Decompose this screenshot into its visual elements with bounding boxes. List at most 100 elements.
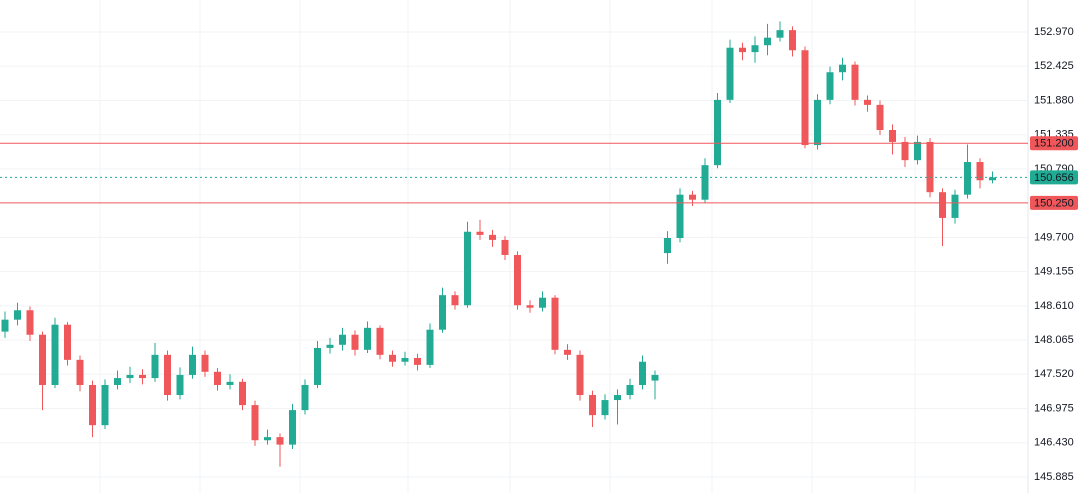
candle-body bbox=[676, 194, 684, 239]
candle bbox=[689, 190, 696, 206]
candle bbox=[364, 321, 371, 353]
y-tick-label: 149.700 bbox=[1034, 231, 1074, 243]
candle-body bbox=[901, 141, 909, 161]
candle-body bbox=[626, 384, 634, 396]
candle bbox=[89, 380, 96, 438]
candle bbox=[226, 374, 234, 390]
candle bbox=[926, 138, 934, 198]
y-tick-label: 147.520 bbox=[1034, 368, 1074, 380]
y-tick-label: 146.430 bbox=[1034, 437, 1074, 449]
candle-body bbox=[126, 374, 134, 379]
candle-body bbox=[639, 361, 646, 385]
candle bbox=[26, 306, 34, 342]
y-tick-label: 152.970 bbox=[1034, 26, 1074, 38]
candle bbox=[714, 92, 721, 169]
candle-body bbox=[514, 254, 521, 306]
candle bbox=[476, 219, 484, 240]
candle bbox=[576, 350, 584, 401]
candle-body bbox=[839, 64, 846, 73]
candle bbox=[801, 46, 809, 149]
candle-body bbox=[876, 104, 884, 131]
candle bbox=[776, 21, 784, 42]
candle bbox=[514, 251, 521, 310]
candle-body bbox=[14, 310, 21, 320]
candle bbox=[614, 389, 621, 425]
candle bbox=[301, 379, 309, 415]
candle-body bbox=[139, 374, 146, 379]
candle bbox=[176, 367, 184, 400]
candle-body bbox=[789, 30, 796, 51]
candle bbox=[626, 378, 634, 400]
candle-body bbox=[614, 395, 621, 401]
candle bbox=[389, 350, 396, 367]
candle bbox=[164, 350, 171, 401]
candle-body bbox=[301, 384, 309, 411]
candle-body bbox=[764, 37, 771, 46]
candle-body bbox=[151, 354, 159, 379]
candle-body bbox=[976, 162, 984, 181]
candle-body bbox=[851, 64, 859, 100]
candle bbox=[39, 331, 46, 411]
candle bbox=[401, 351, 409, 366]
candle-body bbox=[914, 141, 921, 161]
candle-body bbox=[176, 374, 184, 396]
candle bbox=[251, 400, 259, 446]
y-tick-label: 146.975 bbox=[1034, 402, 1074, 414]
candle-body bbox=[939, 192, 946, 218]
candle-body bbox=[589, 395, 596, 416]
candle bbox=[326, 337, 334, 354]
candle-body bbox=[76, 359, 84, 385]
candle bbox=[851, 61, 859, 106]
candle bbox=[826, 66, 834, 105]
candle-body bbox=[864, 99, 871, 105]
candle bbox=[1, 311, 9, 338]
candle-body bbox=[989, 177, 996, 181]
candle bbox=[526, 300, 534, 313]
candle bbox=[976, 158, 984, 189]
candle bbox=[289, 403, 296, 450]
candle-body bbox=[489, 234, 496, 240]
candle bbox=[451, 291, 459, 310]
candle bbox=[764, 23, 771, 56]
candle bbox=[426, 323, 434, 369]
candle-body bbox=[801, 50, 809, 146]
candle-body bbox=[664, 238, 671, 254]
candle bbox=[264, 429, 271, 445]
candle bbox=[676, 188, 684, 243]
candle bbox=[339, 327, 346, 351]
candle bbox=[951, 189, 959, 224]
candle-body bbox=[776, 30, 784, 38]
candle-body bbox=[26, 310, 34, 335]
candle bbox=[489, 229, 496, 247]
candle-body bbox=[501, 239, 509, 255]
price-level-label: 151.200 bbox=[1034, 138, 1074, 150]
candle bbox=[726, 39, 734, 103]
candle-body bbox=[739, 47, 746, 53]
price-level-tag bbox=[1030, 136, 1078, 151]
candle bbox=[14, 302, 21, 326]
candle bbox=[376, 325, 384, 360]
candle-body bbox=[951, 194, 959, 218]
candle-body bbox=[64, 324, 71, 360]
candle bbox=[76, 355, 84, 392]
candle bbox=[414, 353, 421, 371]
candle-body bbox=[351, 334, 359, 350]
candle bbox=[751, 36, 759, 63]
candle bbox=[839, 57, 846, 81]
candle bbox=[814, 94, 821, 150]
candle bbox=[539, 291, 546, 312]
candle bbox=[901, 136, 909, 168]
candle-body bbox=[401, 357, 409, 362]
candle bbox=[551, 295, 559, 355]
price-level-tag bbox=[1030, 195, 1078, 210]
candle bbox=[51, 317, 59, 389]
candle-body bbox=[464, 231, 471, 306]
candle-body bbox=[751, 45, 759, 53]
candle bbox=[126, 366, 134, 384]
candle-body bbox=[826, 72, 834, 100]
candle-body bbox=[226, 381, 234, 385]
y-tick-label: 151.880 bbox=[1034, 94, 1074, 106]
y-tick-label: 148.065 bbox=[1034, 334, 1074, 346]
candle-body bbox=[51, 324, 59, 385]
candle-body bbox=[339, 334, 346, 345]
